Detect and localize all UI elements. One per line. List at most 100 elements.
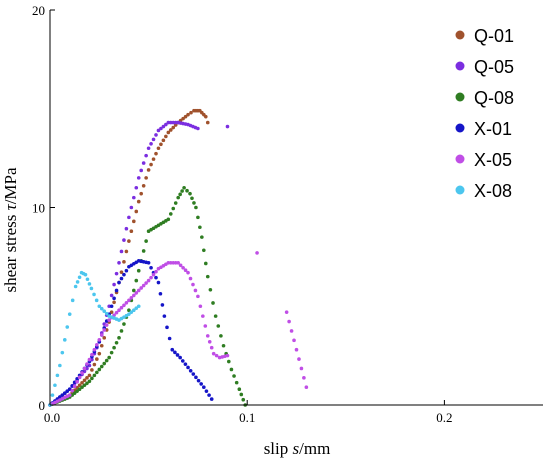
- data-point: [90, 376, 94, 381]
- legend-label: X-08: [474, 181, 512, 201]
- data-point: [255, 251, 259, 255]
- data-point: [114, 288, 119, 293]
- data-point: [92, 362, 97, 367]
- data-point: [55, 373, 60, 378]
- data-point: [170, 347, 175, 352]
- data-point: [166, 120, 171, 125]
- data-point: [294, 347, 299, 352]
- data-point: [80, 380, 84, 385]
- legend-item-q-08: Q-08: [455, 88, 514, 108]
- data-point: [82, 383, 87, 388]
- data-point: [192, 201, 196, 205]
- data-point: [304, 385, 309, 390]
- data-point: [161, 138, 166, 143]
- data-point: [173, 123, 178, 127]
- data-point: [234, 380, 239, 385]
- data-point: [196, 126, 200, 131]
- legend-marker: [455, 30, 465, 40]
- data-point: [183, 362, 188, 366]
- data-point: [149, 265, 153, 270]
- legend-marker: [455, 61, 465, 71]
- data-point: [58, 363, 62, 368]
- data-point: [119, 249, 124, 254]
- data-point: [171, 120, 176, 125]
- y-tick-label: 0: [39, 398, 46, 413]
- data-point: [127, 312, 131, 316]
- data-point: [205, 120, 210, 125]
- data-point: [134, 291, 139, 295]
- data-point: [85, 277, 90, 282]
- data-point: [87, 379, 92, 384]
- series-q-08: [48, 185, 248, 407]
- data-point: [94, 298, 99, 303]
- data-point: [97, 304, 102, 309]
- data-point: [112, 345, 116, 350]
- data-point: [53, 383, 57, 388]
- data-point: [171, 261, 176, 265]
- data-point: [188, 276, 193, 281]
- data-point: [200, 235, 204, 239]
- data-point: [149, 162, 153, 167]
- data-point: [191, 372, 196, 376]
- data-point: [149, 275, 153, 280]
- data-point: [119, 329, 124, 333]
- data-point: [122, 303, 126, 308]
- data-point: [122, 238, 126, 242]
- data-point: [205, 334, 210, 338]
- data-point: [104, 358, 109, 363]
- legend: Q-01 Q-05 Q-08 X-01 X-05 X-08: [455, 26, 514, 201]
- data-point: [132, 293, 136, 298]
- axes-layer: [49, 10, 543, 406]
- x-tick-label: 0.1: [239, 410, 255, 425]
- data-point: [214, 353, 219, 358]
- data-point: [162, 314, 167, 318]
- data-point: [201, 314, 205, 318]
- data-point: [129, 310, 134, 314]
- data-point: [141, 161, 146, 165]
- data-point: [226, 359, 231, 364]
- data-point: [193, 288, 198, 293]
- data-point: [85, 362, 89, 366]
- data-point: [99, 343, 104, 348]
- data-point: [180, 189, 184, 193]
- data-point: [99, 306, 104, 311]
- data-point: [199, 382, 203, 386]
- data-point: [302, 376, 306, 380]
- data-point: [154, 133, 158, 137]
- y-axis-title: shear stress τ/MPa: [1, 167, 20, 293]
- data-point: [75, 280, 80, 284]
- data-point: [134, 185, 139, 190]
- data-point: [198, 304, 203, 309]
- data-point: [132, 195, 136, 200]
- data-point: [216, 324, 221, 328]
- data-point: [62, 338, 67, 342]
- data-point: [87, 357, 92, 362]
- data-point: [168, 212, 173, 216]
- data-point: [188, 368, 193, 373]
- data-point: [165, 325, 169, 330]
- data-point: [87, 373, 92, 378]
- data-point: [175, 353, 180, 357]
- data-point: [146, 278, 151, 283]
- data-point: [82, 378, 87, 383]
- series-q-01: [48, 108, 210, 407]
- data-point: [144, 281, 148, 285]
- data-point: [161, 124, 166, 129]
- data-point: [83, 272, 88, 277]
- data-point: [225, 124, 230, 129]
- data-point: [82, 366, 87, 371]
- data-point: [146, 261, 151, 265]
- data-point: [134, 306, 139, 311]
- data-point: [62, 391, 67, 395]
- data-point: [178, 355, 182, 360]
- data-point: [67, 393, 72, 397]
- legend-label: X-05: [474, 150, 512, 170]
- series-x-08: [48, 270, 141, 407]
- data-point: [104, 311, 109, 316]
- data-point: [117, 336, 121, 340]
- data-point: [194, 205, 198, 210]
- data-point: [87, 282, 92, 286]
- data-point: [85, 381, 89, 386]
- data-point: [99, 333, 104, 337]
